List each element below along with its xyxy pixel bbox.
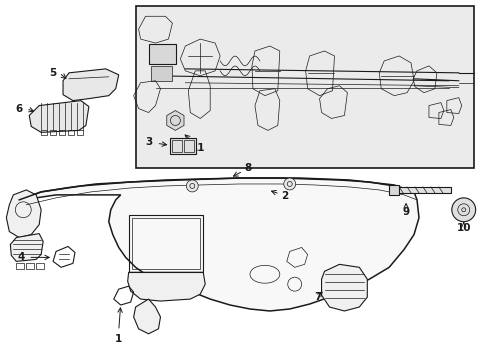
Bar	[393, 187, 450, 193]
Bar	[36, 264, 44, 269]
Polygon shape	[10, 234, 43, 261]
Bar	[131, 218, 200, 269]
Polygon shape	[133, 299, 160, 334]
Bar	[41, 130, 47, 135]
Polygon shape	[321, 264, 366, 311]
Polygon shape	[127, 272, 205, 301]
Text: 5: 5	[49, 68, 57, 78]
Bar	[148, 44, 176, 64]
Bar	[77, 130, 83, 135]
Text: 10: 10	[456, 222, 470, 233]
Text: 3: 3	[144, 137, 152, 147]
Bar	[170, 138, 196, 154]
Text: 4: 4	[18, 252, 25, 262]
Polygon shape	[29, 100, 89, 132]
Bar	[388, 185, 398, 195]
Polygon shape	[63, 69, 119, 100]
Polygon shape	[166, 111, 183, 130]
Bar	[128, 215, 203, 272]
Bar	[172, 140, 182, 152]
Text: 11: 11	[191, 143, 205, 153]
Text: 6: 6	[16, 104, 23, 113]
Bar	[135, 6, 473, 168]
Polygon shape	[19, 178, 418, 311]
Text: 7: 7	[313, 292, 321, 302]
Bar	[68, 130, 74, 135]
Text: 1: 1	[115, 334, 122, 344]
Bar	[184, 140, 194, 152]
Polygon shape	[6, 190, 41, 238]
Bar	[50, 130, 56, 135]
Bar	[150, 66, 172, 81]
Bar	[26, 264, 34, 269]
Text: 2: 2	[281, 191, 288, 201]
Circle shape	[451, 198, 475, 222]
Bar	[16, 264, 24, 269]
Text: 9: 9	[402, 207, 409, 217]
Circle shape	[186, 180, 198, 192]
Text: 8: 8	[244, 163, 251, 173]
Bar	[59, 130, 65, 135]
Circle shape	[283, 178, 295, 190]
